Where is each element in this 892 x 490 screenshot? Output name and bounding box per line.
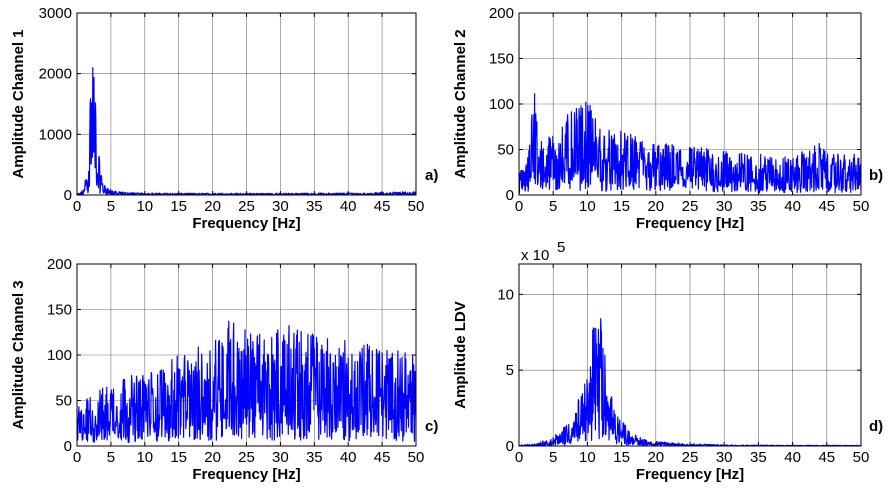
- x-tick-label: 30: [716, 449, 733, 466]
- x-tick-label: 50: [408, 449, 425, 466]
- y-tick-label: 1000: [39, 126, 72, 143]
- y-tick-label: 10: [497, 286, 514, 303]
- x-axis-label: Frequency [Hz]: [636, 215, 744, 232]
- y-tick-label: 150: [47, 302, 72, 319]
- y-tick-label: 0: [506, 187, 514, 204]
- spectrum-line-b: [518, 93, 862, 194]
- panel-c: 0 5 10 15 20 25 30 35 40 45 50 0 50 100 150 200 Frequenc…: [10, 256, 438, 483]
- x-tick-label: 0: [73, 198, 81, 215]
- x-tick-label: 20: [647, 198, 664, 215]
- x-tick-label: 10: [136, 449, 153, 466]
- x-tick-label: 35: [306, 449, 323, 466]
- grid: [519, 13, 861, 195]
- x-axis-label: Frequency [Hz]: [192, 466, 300, 483]
- panel-label: b): [869, 167, 883, 184]
- y-tick-label: 0: [64, 438, 72, 455]
- x-tick-label: 35: [306, 198, 323, 215]
- grid: [77, 13, 416, 195]
- x-tick-label: 45: [818, 449, 835, 466]
- x-tick-label: 0: [515, 198, 523, 215]
- x-tick-label: 15: [170, 198, 187, 215]
- y-tick-label: 3000: [39, 5, 72, 22]
- x-tick-label: 30: [716, 198, 733, 215]
- x-tick-label: 5: [107, 449, 115, 466]
- x-tick-label: 0: [73, 449, 81, 466]
- x-tick-label: 40: [340, 449, 357, 466]
- y-tick-label: 2000: [39, 66, 72, 83]
- grid: [519, 264, 861, 446]
- x-tick-label: 15: [613, 198, 630, 215]
- y-axis-label: Amplitude Channel 2: [452, 29, 469, 178]
- x-tick-label: 20: [647, 449, 664, 466]
- x-axis-label: Frequency [Hz]: [192, 215, 300, 232]
- x-tick-label: 20: [204, 449, 221, 466]
- y-multiplier-label: x 10: [521, 247, 549, 264]
- x-tick-label: 0: [515, 449, 523, 466]
- y-tick-label: 50: [497, 142, 514, 159]
- x-tick-label: 10: [136, 198, 153, 215]
- x-tick-label: 35: [750, 198, 767, 215]
- y-tick-label: 150: [489, 51, 514, 68]
- x-tick-label: 10: [579, 449, 596, 466]
- y-tick-label: 0: [506, 438, 514, 455]
- y-tick-label: 200: [489, 5, 514, 22]
- x-tick-label: 50: [853, 449, 870, 466]
- panel-label: a): [425, 167, 438, 184]
- x-tick-label: 45: [374, 198, 391, 215]
- x-tick-label: 30: [272, 198, 289, 215]
- x-tick-label: 40: [784, 198, 801, 215]
- y-tick-label: 0: [64, 187, 72, 204]
- y-axis-label: Amplitude Channel 3: [10, 280, 27, 429]
- x-tick-label: 20: [204, 198, 221, 215]
- x-tick-label: 45: [818, 198, 835, 215]
- y-axis-label: Amplitude LDV: [452, 301, 469, 409]
- y-tick-label: 100: [47, 347, 72, 364]
- x-tick-label: 50: [853, 198, 870, 215]
- panel-b: 0 5 10 15 20 25 30 35 40 45 50 0 50 100 150 200 Frequenc…: [452, 5, 883, 232]
- y-multiplier-exponent: 5: [557, 239, 565, 256]
- x-tick-label: 15: [170, 449, 187, 466]
- panel-d: 0 5 10 15 20 25 30 35 40 45 50 0 5 10 Frequency [Hz] Am…: [452, 239, 883, 483]
- y-tick-label: 5: [506, 362, 514, 379]
- panel-label: c): [425, 418, 438, 435]
- x-tick-label: 45: [374, 449, 391, 466]
- panel-a: 0 5 10 15 20 25 30 35 40 45 50 0 1000 2000 3000 Frequen…: [10, 5, 438, 232]
- x-tick-label: 5: [107, 198, 115, 215]
- x-tick-label: 5: [549, 449, 557, 466]
- spectrum-line-c: [76, 320, 417, 443]
- panel-label: d): [869, 418, 883, 435]
- y-tick-label: 200: [47, 256, 72, 273]
- x-tick-label: 30: [272, 449, 289, 466]
- y-tick-label: 100: [489, 96, 514, 113]
- x-tick-label: 15: [613, 449, 630, 466]
- x-tick-label: 25: [682, 198, 699, 215]
- x-tick-label: 25: [238, 449, 255, 466]
- y-tick-label: 50: [55, 393, 72, 410]
- y-axis-label: Amplitude Channel 1: [10, 29, 27, 178]
- x-tick-label: 40: [784, 449, 801, 466]
- x-tick-label: 25: [238, 198, 255, 215]
- x-tick-label: 40: [340, 198, 357, 215]
- x-tick-label: 10: [579, 198, 596, 215]
- x-tick-label: 50: [408, 198, 425, 215]
- x-tick-label: 35: [750, 449, 767, 466]
- x-tick-label: 5: [549, 198, 557, 215]
- x-axis-label: Frequency [Hz]: [636, 466, 744, 483]
- x-tick-label: 25: [682, 449, 699, 466]
